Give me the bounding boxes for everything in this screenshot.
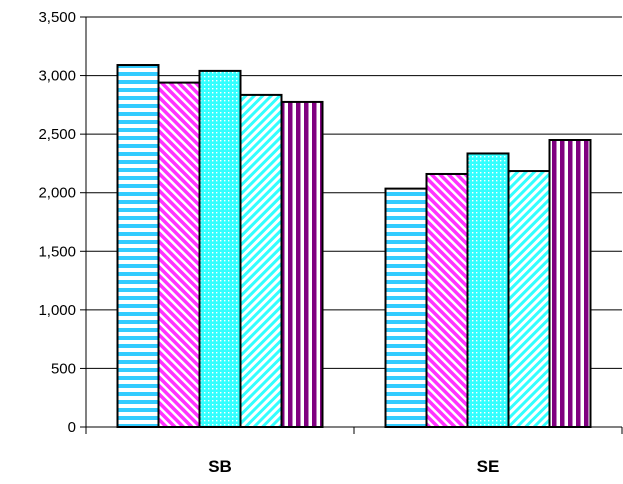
bar-se-1 — [384, 187, 428, 428]
y-tick-label: 3,000 — [38, 68, 76, 85]
bar-se-3 — [466, 152, 510, 428]
bar-sb-1 — [116, 64, 160, 429]
bar-se-5 — [548, 139, 592, 428]
axes — [80, 16, 623, 434]
bar-sb-2 — [157, 81, 201, 428]
y-tick-label: 0 — [68, 419, 76, 436]
y-tick-label: 2,500 — [38, 126, 76, 143]
y-tick-label: 500 — [51, 360, 76, 377]
bar-se-2 — [425, 172, 469, 428]
bar-sb-5 — [280, 100, 324, 429]
bar-se-4 — [507, 170, 551, 428]
bar-sb-4 — [239, 93, 283, 429]
bars — [116, 64, 592, 429]
axis-labels: 0 500 1,000 1,500 2,000 2,500 3,000 3,500 SB SE — [38, 9, 499, 476]
y-tick-label: 2,000 — [38, 185, 76, 202]
y-tick-label: 1,000 — [38, 302, 76, 319]
x-category-label: SE — [477, 457, 500, 476]
bar-sb-3 — [198, 69, 242, 428]
y-tick-label: 3,500 — [38, 9, 76, 26]
y-tick-label: 1,500 — [38, 243, 76, 260]
x-category-label: SB — [208, 457, 232, 476]
